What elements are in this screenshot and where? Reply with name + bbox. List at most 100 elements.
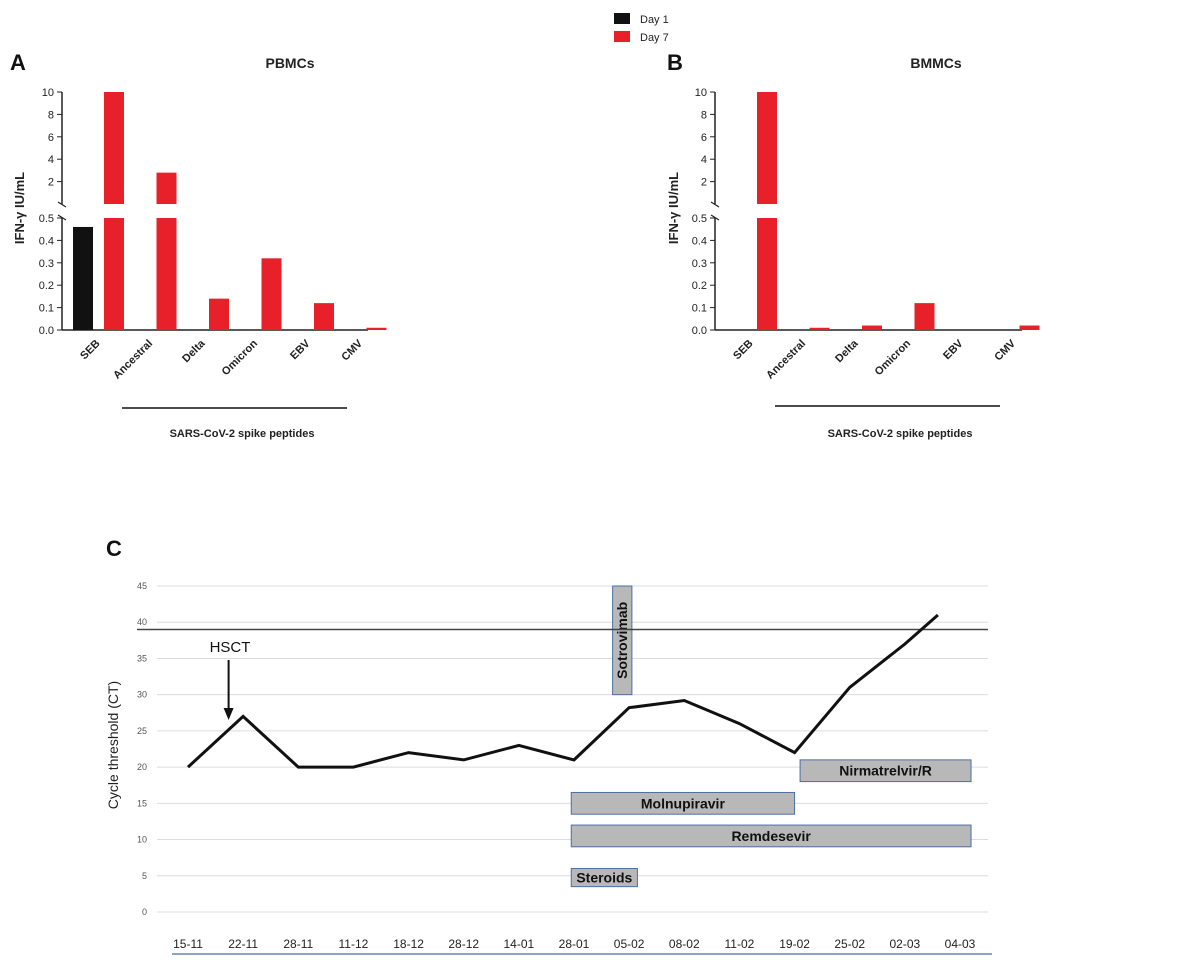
treatment-label-remdesevir: Remdesevir — [731, 828, 811, 844]
panel-b: B BMMCs IFN-γ IU/mL 0.0 0.1 0.2 0.3 0.4 0.5 2… — [666, 50, 1040, 440]
bar-b-cmv-day7 — [1019, 325, 1040, 330]
y-axis-title-b: IFN-γ IU/mL — [666, 172, 681, 244]
treatment-label-molnupiravir: Molnupiravir — [641, 795, 726, 811]
arrowhead-icon — [223, 708, 234, 720]
x-tick-label-c: 05-02 — [614, 937, 645, 951]
bar-a-seb-day7 — [104, 92, 124, 204]
x-tick-label-c: 02-03 — [890, 937, 921, 951]
y-axis-title-a: IFN-γ IU/mL — [12, 172, 27, 244]
y-tick-label-c: 5 — [142, 871, 147, 881]
y-tick-label-a: 0.2 — [39, 280, 54, 292]
treatment-bar-sotrovimab — [612, 585, 633, 696]
y-tick-label-b: 0.0 — [692, 325, 707, 337]
y-tick-label-a: 6 — [48, 132, 54, 144]
x-tick-label-c: 28-12 — [448, 937, 479, 951]
treatment-bar-molnupiravir — [570, 791, 796, 815]
panel-letter-c: C — [106, 536, 122, 561]
x-tick-label-b: Ancestral — [764, 338, 808, 382]
y-tick-label-c: 20 — [137, 762, 147, 772]
axis-break-mark-b — [710, 201, 720, 208]
y-tick-label-c: 15 — [137, 798, 147, 808]
axis-break-mark-a — [57, 201, 67, 208]
y-tick-label-c: 40 — [137, 617, 147, 627]
y-tick-label-a: 4 — [48, 154, 54, 166]
legend-swatch-day7 — [614, 31, 630, 42]
chart-title-a: PBMCs — [265, 55, 314, 71]
x-tick-label-c: 15-11 — [173, 937, 203, 951]
x-tick-label-b: EBV — [941, 337, 966, 362]
x-tick-label-a: Ancestral — [111, 338, 155, 382]
x-tick-label-a: EBV — [288, 337, 313, 362]
treatment-bar-steroids — [570, 868, 638, 888]
bar-b-omicron-day7 — [914, 303, 935, 330]
bar-a-seb-day1 — [73, 226, 93, 330]
y-tick-label-c: 45 — [137, 581, 147, 591]
x-tick-label-a: SEB — [78, 338, 103, 363]
bar-b-delta-day7 — [862, 325, 882, 330]
y-tick-label-c: 10 — [137, 835, 147, 845]
group-label-b: SARS-CoV-2 spike peptides — [828, 428, 973, 440]
bar-b-ancestral-day7 — [809, 327, 830, 330]
y-tick-label-a: 0.5 — [39, 213, 54, 225]
x-tick-label-b: Omicron — [873, 337, 914, 378]
panel-letter-b: B — [667, 50, 683, 75]
y-tick-label-b: 6 — [701, 132, 707, 144]
legend-label-day1: Day 1 — [640, 14, 669, 26]
y-tick-label-a: 2 — [48, 177, 54, 189]
x-tick-label-c: 28-01 — [559, 937, 590, 951]
x-tick-label-b: Delta — [833, 337, 861, 365]
x-tick-label-c: 25-02 — [834, 937, 865, 951]
bar-a-ancestral-day7 — [156, 172, 177, 204]
bar-b-seb-day7 — [757, 92, 777, 204]
group-label-a: SARS-CoV-2 spike peptides — [170, 428, 315, 440]
x-tick-label-c: 19-02 — [779, 937, 810, 951]
y-tick-label-b: 2 — [701, 177, 707, 189]
treatment-label-steroids: Steroids — [576, 870, 632, 886]
bar-b-seb-day7 — [757, 218, 777, 330]
y-tick-label-b: 0.3 — [692, 258, 707, 270]
y-tick-label-a: 0.0 — [39, 325, 54, 337]
treatment-label-nirmatrelvirr: Nirmatrelvir/R — [839, 763, 932, 779]
y-axis-title-c: Cycle threshold (CT) — [105, 681, 121, 809]
y-tick-label-a: 0.1 — [39, 303, 54, 315]
x-tick-label-a: Omicron — [220, 337, 261, 378]
x-tick-label-c: 14-01 — [504, 937, 535, 951]
y-tick-label-c: 25 — [137, 726, 147, 736]
y-tick-label-a: 0.3 — [39, 258, 54, 270]
treatment-bar-nirmatrelvirr — [799, 759, 972, 783]
bar-a-ebv-day7 — [314, 303, 334, 330]
x-tick-label-b: SEB — [731, 338, 756, 363]
ct-series-line — [186, 613, 939, 769]
y-tick-label-c: 35 — [137, 653, 147, 663]
x-tick-label-c: 18-12 — [393, 937, 424, 951]
y-tick-label-a: 0.4 — [39, 235, 54, 247]
x-tick-label-c: 04-03 — [945, 937, 976, 951]
y-tick-label-b: 8 — [701, 109, 707, 121]
x-tick-label-c: 22-11 — [228, 937, 258, 951]
y-tick-label-c: 0 — [142, 907, 147, 917]
y-tick-label-b: 10 — [695, 87, 707, 99]
y-tick-label-b: 0.5 — [692, 213, 707, 225]
x-tick-label-a: Delta — [180, 337, 208, 365]
legend-label-day7: Day 7 — [640, 32, 669, 44]
y-tick-label-b: 0.2 — [692, 280, 707, 292]
bar-a-seb-day7 — [104, 218, 124, 330]
bar-a-omicron-day7 — [261, 258, 282, 330]
y-tick-label-b: 0.1 — [692, 303, 707, 315]
annotation-hsct-label: HSCT — [210, 639, 251, 656]
x-tick-label-c: 11-02 — [725, 937, 755, 951]
panel-letter-a: A — [10, 50, 26, 75]
panel-c: C Cycle threshold (CT) 0 5 10 15 20 25 30 35 40 4… — [105, 536, 992, 955]
bar-a-ancestral-day7 — [156, 218, 177, 330]
y-tick-label-a: 8 — [48, 109, 54, 121]
legend: Day 1 Day 7 — [614, 13, 669, 44]
chart-title-b: BMMCs — [910, 55, 962, 71]
y-tick-label-b: 4 — [701, 154, 707, 166]
panel-a: A PBMCs IFN-γ IU/mL 0.0 0.1 0.2 0.3 0.4 0.5 2… — [10, 50, 387, 440]
x-tick-label-b: CMV — [992, 337, 1018, 363]
y-tick-label-b: 0.4 — [692, 235, 707, 247]
y-tick-label-c: 30 — [137, 690, 147, 700]
y-tick-label-a: 10 — [42, 87, 54, 99]
treatment-label-sotrovimab: Sotrovimab — [614, 602, 630, 679]
